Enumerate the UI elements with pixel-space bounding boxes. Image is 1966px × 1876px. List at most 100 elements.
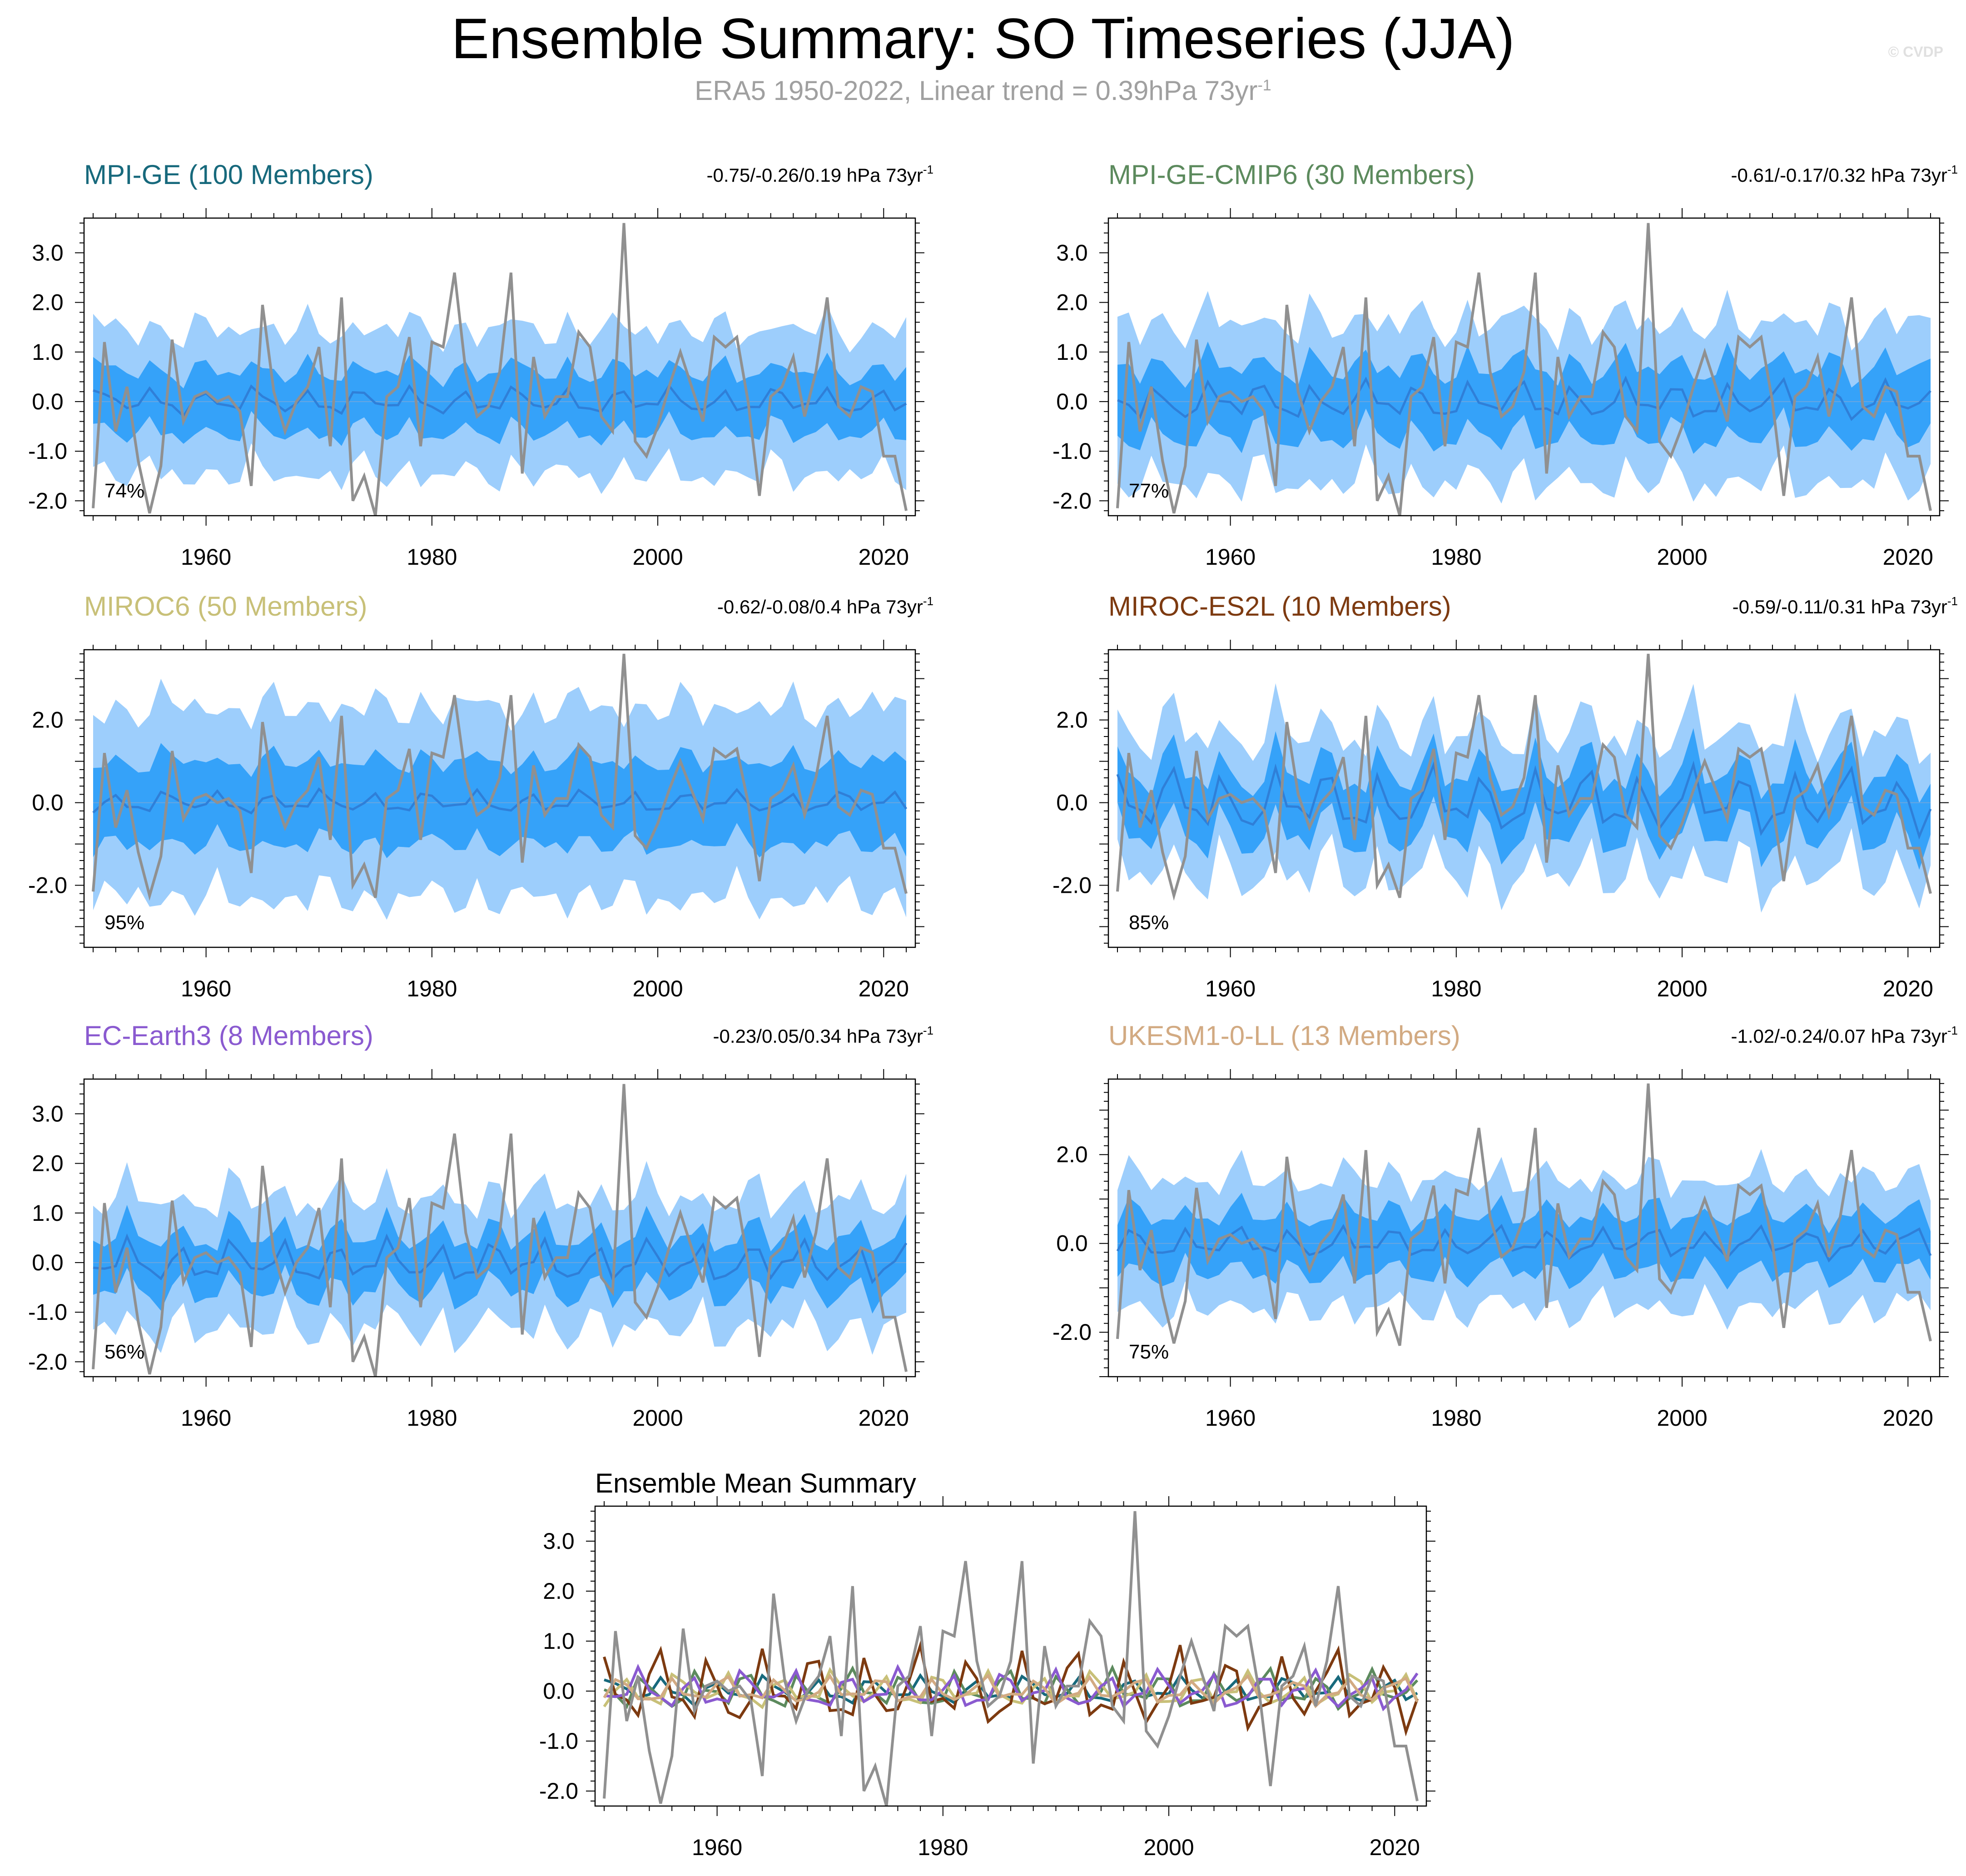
panel-trend-3: -0.59/-0.11/0.31 hPa 73yr-1 xyxy=(1733,594,1958,617)
panel-trend-sup-2: -1 xyxy=(923,594,933,608)
x-tick-label-5-1960: 1960 xyxy=(1205,1405,1256,1431)
y-tick-label-4-3.0: 3.0 xyxy=(32,1101,64,1126)
summary-line-miroc-es2l xyxy=(603,1640,1419,1737)
x-tick-label-1-2000: 2000 xyxy=(1657,544,1707,570)
y-tick-label-4-1.0: 1.0 xyxy=(32,1200,64,1226)
panel-title-2: MIROC6 (50 Members) xyxy=(84,591,367,622)
x-tick-label-s-2020: 2020 xyxy=(1370,1835,1420,1860)
y-tick-label-0-0.0: 0.0 xyxy=(32,389,64,414)
summary-panel: Ensemble Mean Summary 1960 1980 2000 2020 3.0… xyxy=(539,1468,1435,1860)
panel-trend-sup-3: -1 xyxy=(1947,594,1958,608)
summary-line-mpi-ge-cmip6 xyxy=(603,1664,1419,1711)
y-tick-label-5-2.0: 2.0 xyxy=(1056,1142,1088,1167)
era5-line-3 xyxy=(1116,653,1932,901)
y-tick-label-s-0.0: 0.0 xyxy=(543,1678,575,1704)
summary-line-ec-earth3 xyxy=(604,1663,1419,1712)
summary-line-era5 xyxy=(603,1511,1419,1806)
panel-trend-5: -1.02/-0.24/0.07 hPa 73yr-1 xyxy=(1731,1024,1958,1047)
era5-line-4 xyxy=(92,1084,908,1377)
y-tick-label-1--1.0: -1.0 xyxy=(1053,438,1092,464)
x-tick-label-1-1960: 1960 xyxy=(1205,544,1256,570)
subtitle-superscript: -1 xyxy=(1257,77,1271,94)
panel-percent-1: 77% xyxy=(1129,480,1169,502)
panel-percent-3: 85% xyxy=(1129,911,1169,934)
cvdp-watermark: © CVDP xyxy=(1888,44,1943,60)
y-tick-label-0--2.0: -2.0 xyxy=(28,488,67,513)
x-tick-label-3-2020: 2020 xyxy=(1883,976,1933,1001)
panel-percent-5: 75% xyxy=(1129,1341,1169,1363)
y-tick-label-1--2.0: -2.0 xyxy=(1053,488,1092,513)
y-tick-label-3-2.0: 2.0 xyxy=(1056,707,1088,733)
panel-trend-0: -0.75/-0.26/0.19 hPa 73yr-1 xyxy=(707,163,933,186)
panel-5: UKESM1-0-LL (13 Members) -1.02/-0.24/0.07… xyxy=(1053,1020,1958,1431)
ensemble-mean-line-1 xyxy=(1117,375,1931,421)
y-tick-label-2-0.0: 0.0 xyxy=(32,790,64,816)
panel-trend-sup-1: -1 xyxy=(1947,163,1958,176)
ensemble-mean-line-4 xyxy=(93,1233,908,1284)
y-tick-label-4--1.0: -1.0 xyxy=(28,1299,67,1325)
panel-2: MIROC6 (50 Members) -0.62/-0.08/0.4 hPa 7… xyxy=(28,591,933,1001)
y-tick-label-s--1.0: -1.0 xyxy=(539,1728,578,1754)
x-tick-label-s-1960: 1960 xyxy=(692,1835,742,1860)
inner-band-0 xyxy=(93,353,906,446)
panel-percent-0: 74% xyxy=(104,480,144,502)
y-tick-label-5--2.0: -2.0 xyxy=(1053,1319,1092,1345)
y-tick-label-s-2.0: 2.0 xyxy=(543,1578,575,1604)
y-tick-label-3--2.0: -2.0 xyxy=(1053,873,1092,898)
y-tick-label-1-0.0: 0.0 xyxy=(1056,389,1088,414)
y-tick-label-5-0.0: 0.0 xyxy=(1056,1231,1088,1256)
y-tick-label-4-0.0: 0.0 xyxy=(32,1250,64,1275)
y-tick-label-2-2.0: 2.0 xyxy=(32,707,64,733)
panel-title-1: MPI-GE-CMIP6 (30 Members) xyxy=(1108,159,1475,190)
x-tick-label-3-2000: 2000 xyxy=(1657,976,1707,1001)
panel-4: EC-Earth3 (8 Members) -0.23/0.05/0.34 hPa… xyxy=(28,1020,933,1431)
subtitle-text: ERA5 1950-2022, Linear trend = 0.39hPa 7… xyxy=(695,75,1258,106)
y-tick-label-s-1.0: 1.0 xyxy=(543,1628,575,1654)
y-tick-label-0-1.0: 1.0 xyxy=(32,339,64,365)
panel-1: MPI-GE-CMIP6 (30 Members) -0.61/-0.17/0.3… xyxy=(1053,159,1958,570)
panel-trend-4: -0.23/0.05/0.34 hPa 73yr-1 xyxy=(713,1024,933,1047)
era5-line-0 xyxy=(92,223,908,516)
ensemble-mean-line-0 xyxy=(93,383,907,418)
x-tick-label-3-1960: 1960 xyxy=(1205,976,1256,1001)
panel-percent-2: 95% xyxy=(104,911,144,934)
inner-band-1 xyxy=(1117,341,1931,454)
y-tick-label-0--1.0: -1.0 xyxy=(28,438,67,464)
x-tick-label-3-1980: 1980 xyxy=(1431,976,1481,1001)
x-tick-label-s-2000: 2000 xyxy=(1143,1835,1194,1860)
inner-band-5 xyxy=(1117,1192,1931,1290)
x-tick-label-4-1960: 1960 xyxy=(181,1405,231,1431)
panel-title-0: MPI-GE (100 Members) xyxy=(84,159,373,190)
x-tick-label-2-2000: 2000 xyxy=(632,976,683,1001)
y-tick-label-s-3.0: 3.0 xyxy=(543,1528,575,1554)
panel-trend-1: -0.61/-0.17/0.32 hPa 73yr-1 xyxy=(1731,163,1958,186)
x-tick-label-4-1980: 1980 xyxy=(407,1405,457,1431)
panel-3: MIROC-ES2L (10 Members) -0.59/-0.11/0.31 … xyxy=(1053,591,1958,1001)
x-tick-label-2-2020: 2020 xyxy=(859,976,909,1001)
x-tick-label-5-2000: 2000 xyxy=(1657,1405,1707,1431)
y-tick-label-0-3.0: 3.0 xyxy=(32,240,64,265)
y-tick-label-1-2.0: 2.0 xyxy=(1056,290,1088,315)
panel-title-4: EC-Earth3 (8 Members) xyxy=(84,1020,373,1051)
y-tick-label-0-2.0: 2.0 xyxy=(32,290,64,315)
panel-percent-4: 56% xyxy=(104,1341,144,1363)
y-tick-label-4-2.0: 2.0 xyxy=(32,1151,64,1176)
inner-band-4 xyxy=(93,1204,906,1314)
x-tick-label-5-1980: 1980 xyxy=(1431,1405,1481,1431)
panel-trend-2: -0.62/-0.08/0.4 hPa 73yr-1 xyxy=(717,594,933,617)
figure-title: Ensemble Summary: SO Timeseries (JJA) xyxy=(451,7,1515,70)
x-tick-label-0-2020: 2020 xyxy=(859,544,909,570)
x-tick-label-0-1980: 1980 xyxy=(407,544,457,570)
y-tick-label-1-1.0: 1.0 xyxy=(1056,339,1088,365)
x-tick-label-s-1980: 1980 xyxy=(918,1835,968,1860)
summary-title: Ensemble Mean Summary xyxy=(595,1468,916,1498)
x-tick-label-5-2020: 2020 xyxy=(1883,1405,1933,1431)
figure-subtitle: ERA5 1950-2022, Linear trend = 0.39hPa 7… xyxy=(0,75,1966,106)
y-tick-label-s--2.0: -2.0 xyxy=(539,1778,578,1804)
x-tick-label-0-1960: 1960 xyxy=(181,544,231,570)
y-tick-label-4--2.0: -2.0 xyxy=(28,1349,67,1374)
x-tick-label-2-1960: 1960 xyxy=(181,976,231,1001)
y-tick-label-3-0.0: 0.0 xyxy=(1056,790,1088,816)
panel-trend-sup-4: -1 xyxy=(923,1024,933,1037)
